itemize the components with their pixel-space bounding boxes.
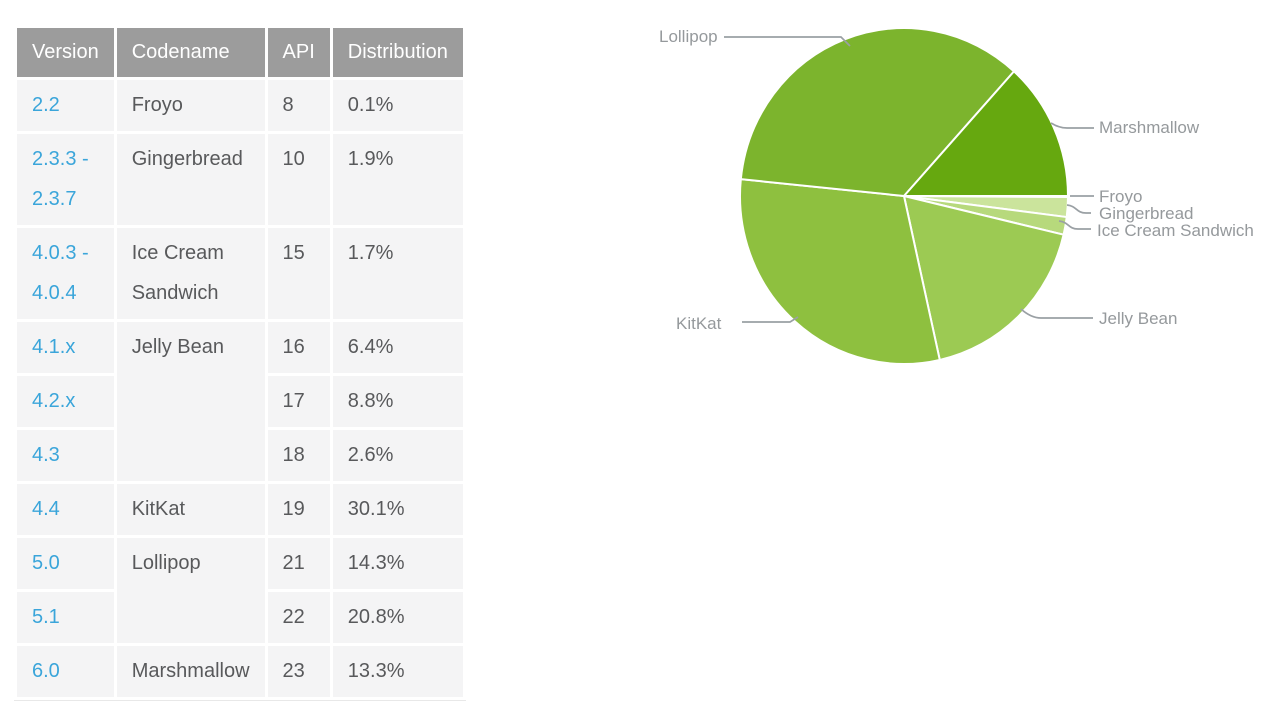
codename-cell: Gingerbread	[116, 134, 265, 225]
pie-label-kitkat: KitKat	[676, 314, 722, 333]
pie-slice-lollipop[interactable]	[739, 27, 1015, 197]
version-link[interactable]: 4.2.x	[32, 390, 76, 412]
version-cell: 4.1.x	[17, 322, 114, 373]
codename-cell: Jelly Bean	[116, 322, 265, 481]
pie-slice-kitkat[interactable]	[739, 178, 941, 365]
api-cell: 16	[267, 322, 330, 373]
table-row: 4.2.x 17 8.8%	[17, 376, 463, 427]
leader-line-ice-cream-sandwich	[1058, 220, 1091, 230]
version-link[interactable]: 2.3.3 -2.3.7	[32, 148, 89, 210]
api-cell: 21	[267, 538, 330, 589]
version-link[interactable]: 4.1.x	[32, 336, 76, 358]
leader-line-kitkat	[742, 316, 799, 323]
pie-slice-jelly-bean[interactable]	[903, 195, 1065, 361]
codename-cell: Ice Cream Sandwich	[116, 228, 265, 319]
table-row: 4.4 KitKat 19 30.1%	[17, 484, 463, 535]
leader-line-jelly-bean	[1020, 308, 1093, 319]
version-cell: 2.2	[17, 80, 114, 131]
codename-cell: Lollipop	[116, 538, 265, 643]
pie-label-ice-cream-sandwich: Ice Cream Sandwich	[1097, 221, 1254, 240]
distribution-cell: 2.6%	[332, 430, 463, 481]
table-row: 2.2 Froyo 8 0.1%	[17, 80, 463, 131]
table-row: 5.0 Lollipop 21 14.3%	[17, 538, 463, 643]
codename-cell: Marshmallow	[116, 646, 265, 697]
api-cell: 10	[267, 134, 330, 225]
pie-label-gingerbread: Gingerbread	[1099, 204, 1194, 223]
leader-line-lollipop	[724, 36, 851, 47]
version-cell: 4.2.x	[17, 376, 114, 427]
distribution-cell: 1.9%	[332, 134, 463, 225]
table-row: 4.1.x Jelly Bean 16 6.4%	[17, 322, 463, 481]
distribution-cell: 8.8%	[332, 376, 463, 427]
api-cell: 8	[267, 80, 330, 131]
leader-line-marshmallow	[1050, 122, 1094, 129]
leader-line-gingerbread	[1066, 204, 1091, 214]
version-link[interactable]: 4.3	[32, 444, 60, 466]
codename-cell: Froyo	[116, 80, 265, 131]
version-table-body: 2.2 Froyo 8 0.1% 2.3.3 -2.3.7 Gingerbread 10 1.…	[17, 80, 463, 697]
version-cell: 4.0.3 -4.0.4	[17, 228, 114, 319]
distribution-cell: 14.3%	[332, 538, 463, 589]
distribution-cell: 20.8%	[332, 592, 463, 643]
version-cell: 4.3	[17, 430, 114, 481]
distribution-cell: 6.4%	[332, 322, 463, 373]
distribution-cell: 0.1%	[332, 80, 463, 131]
pie-slice-marshmallow[interactable]	[903, 70, 1069, 197]
table-row: 4.3 18 2.6%	[17, 430, 463, 481]
api-cell: 23	[267, 646, 330, 697]
table-row: 4.0.3 -4.0.4 Ice Cream Sandwich 15 1.7%	[17, 228, 463, 319]
api-cell: 17	[267, 376, 330, 427]
version-link[interactable]: 6.0	[32, 660, 60, 682]
pie-slices	[739, 27, 1070, 365]
table-row: 5.1 22 20.8%	[17, 592, 463, 643]
version-cell: 5.0	[17, 538, 114, 589]
version-distribution-table: Version Codename API Distribution 2.2 Froyo 8…	[14, 25, 466, 700]
distribution-cell: 13.3%	[332, 646, 463, 697]
version-link[interactable]: 5.0	[32, 552, 60, 574]
version-cell: 6.0	[17, 646, 114, 697]
pie-label-jelly-bean: Jelly Bean	[1099, 309, 1178, 328]
api-cell: 15	[267, 228, 330, 319]
pie-label-froyo: Froyo	[1099, 187, 1143, 206]
api-cell: 22	[267, 592, 330, 643]
column-header-distribution: Distribution	[332, 28, 463, 77]
table-row: 6.0 Marshmallow 23 13.3%	[17, 646, 463, 697]
version-cell: 5.1	[17, 592, 114, 643]
distribution-cell: 30.1%	[332, 484, 463, 535]
distribution-cell: 1.7%	[332, 228, 463, 319]
version-link[interactable]: 4.4	[32, 498, 60, 520]
table-row: 2.3.3 -2.3.7 Gingerbread 10 1.9%	[17, 134, 463, 225]
version-link[interactable]: 4.0.3 -4.0.4	[32, 242, 89, 304]
column-header-version: Version	[17, 28, 114, 77]
pie-label-lollipop: Lollipop	[659, 27, 718, 46]
codename-cell: KitKat	[116, 484, 265, 535]
api-cell: 18	[267, 430, 330, 481]
version-table-header-row: Version Codename API Distribution	[17, 28, 463, 77]
pie-label-marshmallow: Marshmallow	[1099, 118, 1200, 137]
version-link[interactable]: 2.2	[32, 94, 60, 116]
column-header-codename: Codename	[116, 28, 265, 77]
api-cell: 19	[267, 484, 330, 535]
version-cell: 2.3.3 -2.3.7	[17, 134, 114, 225]
version-link[interactable]: 5.1	[32, 606, 60, 628]
version-cell: 4.4	[17, 484, 114, 535]
column-header-api: API	[267, 28, 330, 77]
